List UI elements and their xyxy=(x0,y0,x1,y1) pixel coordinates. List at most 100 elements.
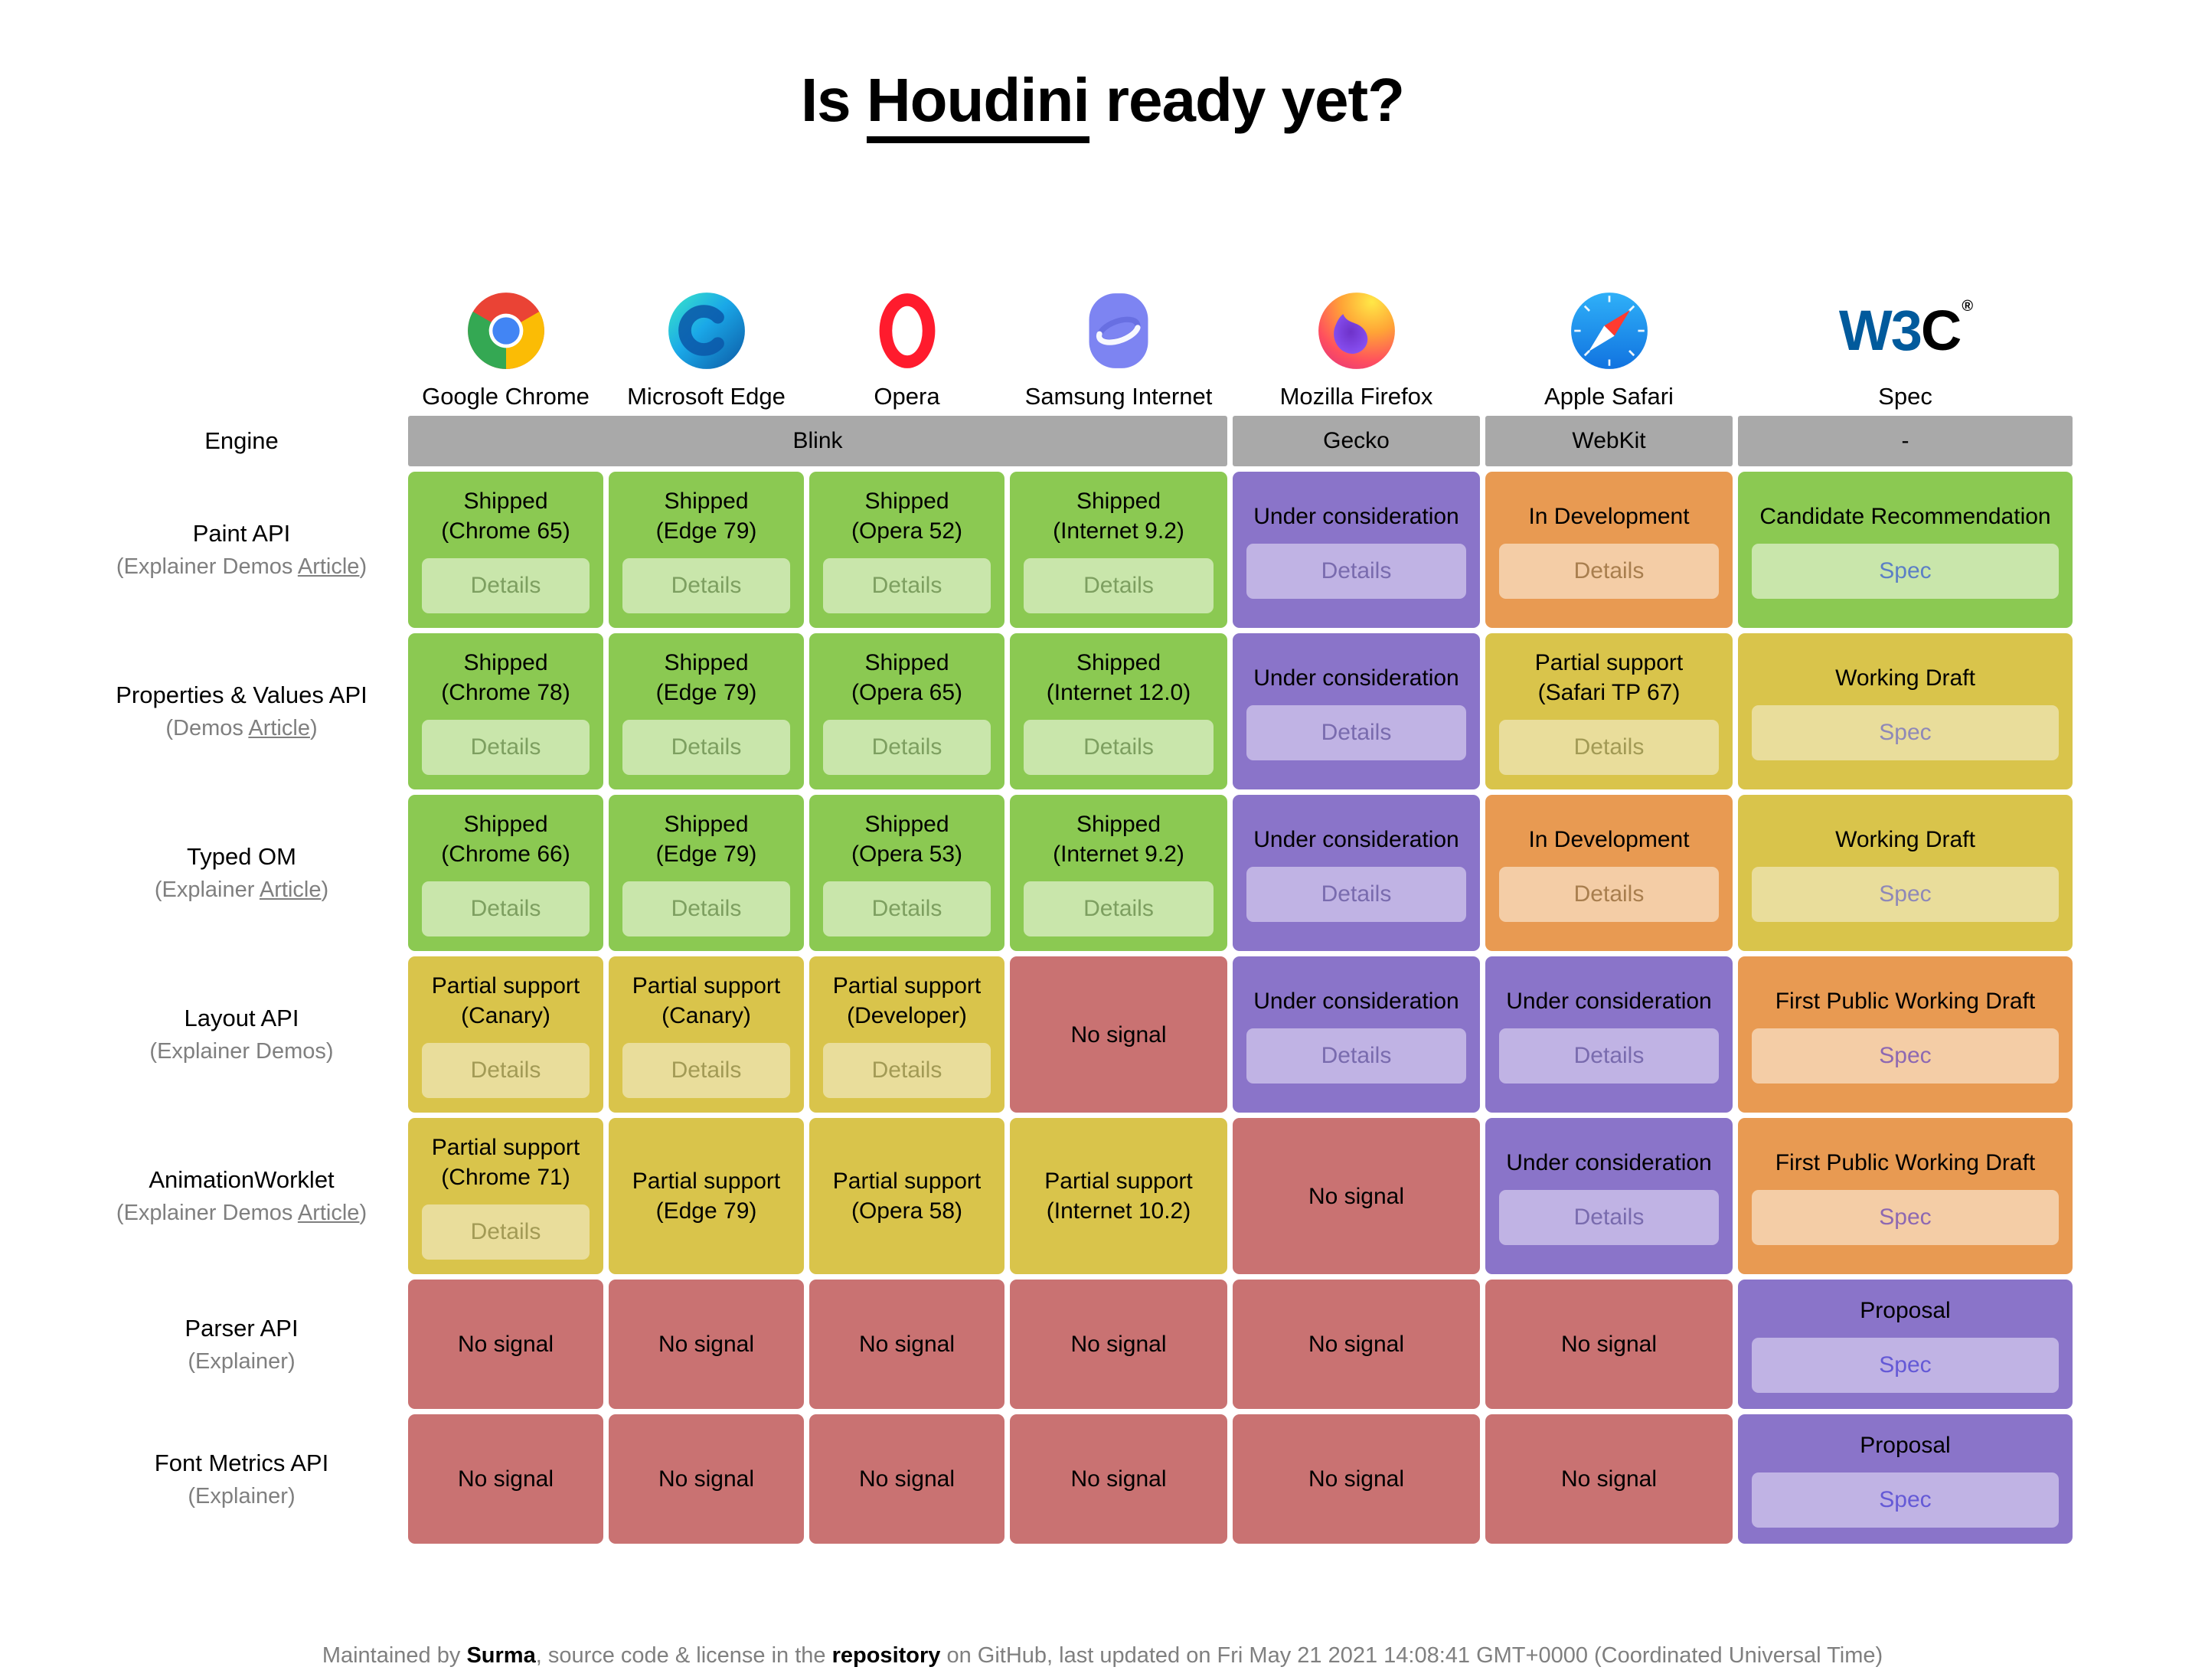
column-header-spec: W3 C ® Spec xyxy=(1738,270,2073,410)
paren-open: ( xyxy=(149,1039,158,1064)
status-detail: (Internet 10.2) xyxy=(1046,1198,1191,1224)
details-button[interactable]: Details xyxy=(823,1043,991,1098)
status-cell: Shipped (Edge 79) Details xyxy=(609,633,804,789)
spec-button[interactable]: Spec xyxy=(1752,1338,2059,1393)
details-button[interactable]: Details xyxy=(422,1204,590,1260)
api-link-explainer[interactable]: Explainer xyxy=(123,1201,217,1226)
status-text: Working Draft xyxy=(1835,825,1975,855)
row-label-animationworklet: AnimationWorklet (Explainer Demos Article… xyxy=(80,1118,403,1274)
question-mark: ? xyxy=(1367,66,1405,134)
api-link-explainer[interactable]: Explainer xyxy=(162,878,255,903)
details-button[interactable]: Details xyxy=(1499,1028,1719,1084)
status-label: Partial support xyxy=(632,1168,781,1194)
status-text: Shipped (Internet 9.2) xyxy=(1053,486,1184,546)
footer-text: on GitHub, last updated on Fri May 21 20… xyxy=(940,1643,1883,1668)
details-button[interactable]: Details xyxy=(1246,866,1466,922)
engine-cell-: - xyxy=(1738,416,2073,466)
status-text: Working Draft xyxy=(1835,663,1975,693)
details-button[interactable]: Details xyxy=(622,881,790,936)
details-button[interactable]: Details xyxy=(1024,881,1214,936)
details-button[interactable]: Details xyxy=(422,720,590,775)
api-link-article[interactable]: Article xyxy=(259,878,322,903)
api-link-explainer[interactable]: Explainer xyxy=(123,554,217,580)
status-cell: No signal xyxy=(1233,1414,1480,1544)
spec-button[interactable]: Spec xyxy=(1752,866,2059,922)
details-button[interactable]: Details xyxy=(1499,1189,1719,1245)
status-cell: Proposal Spec xyxy=(1738,1280,2073,1409)
details-button[interactable]: Details xyxy=(1024,558,1214,613)
details-button[interactable]: Details xyxy=(1499,543,1719,599)
status-label: Under consideration xyxy=(1253,988,1459,1014)
status-label: Under consideration xyxy=(1253,503,1459,529)
details-button[interactable]: Details xyxy=(422,1043,590,1098)
details-button[interactable]: Details xyxy=(422,881,590,936)
status-text: No signal xyxy=(658,1464,754,1494)
api-link-demos[interactable]: Demos xyxy=(256,1039,326,1064)
row-label-font-metrics-api: Font Metrics API (Explainer) xyxy=(80,1414,403,1544)
status-cell: Shipped (Internet 9.2) Details xyxy=(1010,795,1227,951)
title-middle: ready yet xyxy=(1089,66,1368,134)
details-button[interactable]: Details xyxy=(622,720,790,775)
column-label: Spec xyxy=(1878,383,1932,410)
spec-button[interactable]: Spec xyxy=(1752,1028,2059,1084)
status-label: No signal xyxy=(457,1466,554,1492)
status-text: Under consideration xyxy=(1253,502,1459,531)
details-button[interactable]: Details xyxy=(1246,1028,1466,1084)
api-link-explainer[interactable]: Explainer xyxy=(157,1039,250,1064)
engine-cell-gecko: Gecko xyxy=(1233,416,1480,466)
status-detail: (Edge 79) xyxy=(655,518,757,544)
spec-button[interactable]: Spec xyxy=(1752,1189,2059,1245)
details-button[interactable]: Details xyxy=(622,558,790,613)
details-button[interactable]: Details xyxy=(1499,720,1719,775)
paren-close: ) xyxy=(287,1348,296,1374)
status-label: Shipped xyxy=(864,650,949,675)
status-cell: Partial support (Safari TP 67) Details xyxy=(1485,633,1733,789)
engine-cell-blink: Blink xyxy=(408,416,1227,466)
api-link-article[interactable]: Article xyxy=(297,554,360,580)
api-link-explainer[interactable]: Explainer xyxy=(195,1348,288,1374)
status-label: Proposal xyxy=(1860,1298,1951,1323)
status-text: No signal xyxy=(658,1329,754,1359)
api-link-article[interactable]: Article xyxy=(297,1201,360,1226)
details-button[interactable]: Details xyxy=(1024,720,1214,775)
status-text: Partial support (Edge 79) xyxy=(632,1166,780,1226)
details-button[interactable]: Details xyxy=(622,1043,790,1098)
details-button[interactable]: Details xyxy=(1246,704,1466,760)
api-link-demos[interactable]: Demos xyxy=(173,716,243,741)
details-button[interactable]: Details xyxy=(823,558,991,613)
status-text: Shipped (Chrome 65) xyxy=(441,486,570,546)
status-text: Partial support (Internet 10.2) xyxy=(1044,1166,1192,1226)
spec-button[interactable]: Spec xyxy=(1752,543,2059,599)
api-link-explainer[interactable]: Explainer xyxy=(195,1483,288,1508)
status-cell: Shipped (Internet 12.0) Details xyxy=(1010,633,1227,789)
support-table: Google Chrome Microsoft Edge Opera Samsung … xyxy=(80,270,2205,1544)
details-button[interactable]: Details xyxy=(1499,866,1719,922)
status-detail: (Canary) xyxy=(662,1003,751,1028)
api-links: (Explainer Article) xyxy=(155,877,328,904)
status-text: No signal xyxy=(859,1329,955,1359)
api-name: Font Metrics API xyxy=(154,1449,329,1476)
details-button[interactable]: Details xyxy=(422,558,590,613)
details-button[interactable]: Details xyxy=(823,720,991,775)
details-button[interactable]: Details xyxy=(1246,543,1466,599)
spec-button[interactable]: Spec xyxy=(1752,1472,2059,1528)
status-cell: Partial support (Internet 10.2) xyxy=(1010,1118,1227,1274)
spec-button[interactable]: Spec xyxy=(1752,704,2059,760)
status-text: Partial support (Canary) xyxy=(632,971,780,1031)
api-name: Layout API xyxy=(184,1005,299,1031)
status-cell: Under consideration Details xyxy=(1233,795,1480,951)
status-cell: Under consideration Details xyxy=(1233,633,1480,789)
status-cell: Shipped (Edge 79) Details xyxy=(609,795,804,951)
api-link-demos[interactable]: Demos xyxy=(222,554,293,580)
footer-link-surma[interactable]: Surma xyxy=(466,1643,536,1668)
status-cell: Proposal Spec xyxy=(1738,1414,2073,1544)
details-button[interactable]: Details xyxy=(823,881,991,936)
houdini-link[interactable]: Houdini xyxy=(866,65,1090,143)
api-link-article[interactable]: Article xyxy=(248,716,310,741)
status-cell: Under consideration Details xyxy=(1485,1118,1733,1274)
api-link-demos[interactable]: Demos xyxy=(222,1201,293,1226)
footer-link-repository[interactable]: repository xyxy=(831,1643,941,1668)
status-cell: No signal xyxy=(1233,1118,1480,1274)
samsung-internet-icon xyxy=(1079,291,1158,371)
row-label-typed-om: Typed OM (Explainer Article) xyxy=(80,795,403,951)
